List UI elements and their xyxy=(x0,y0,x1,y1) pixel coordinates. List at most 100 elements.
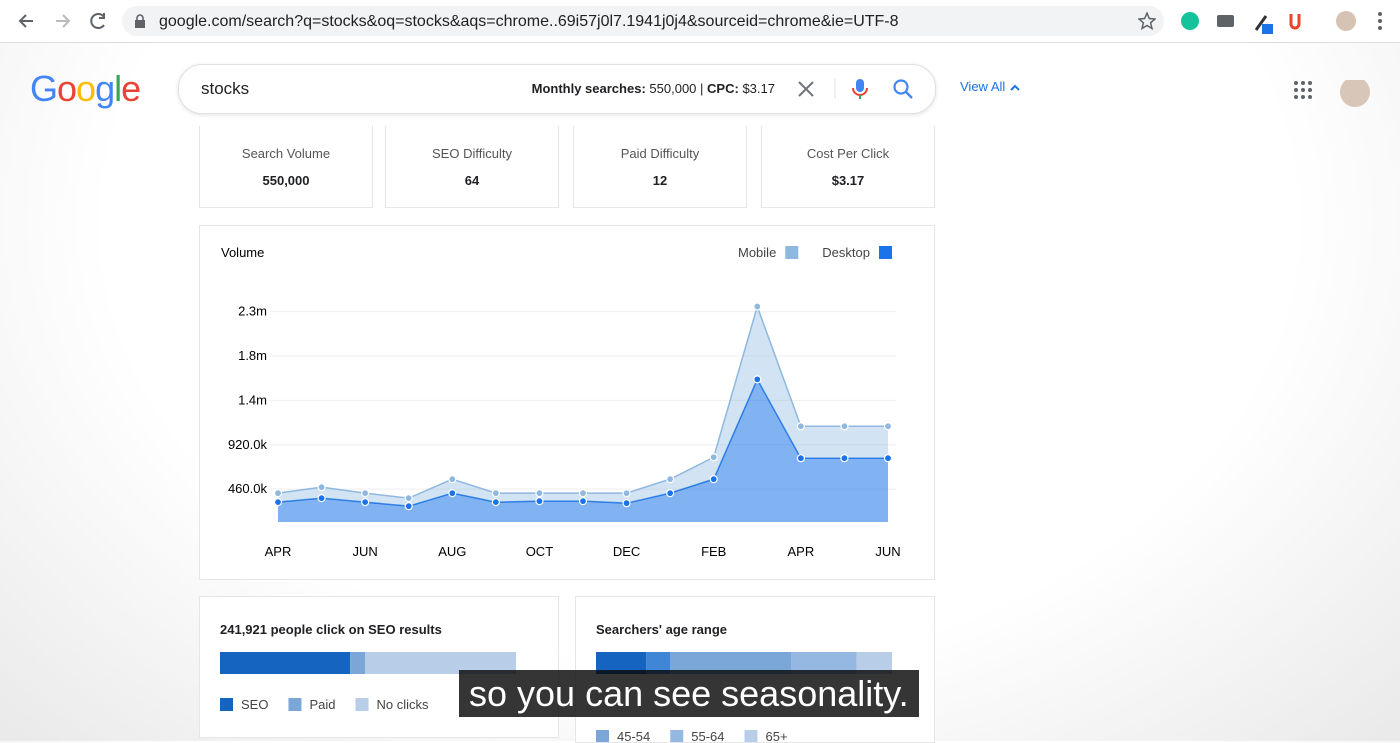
data-point xyxy=(709,453,718,462)
clear-button[interactable] xyxy=(798,81,814,97)
cpc-label: CPC: xyxy=(707,81,739,96)
data-point xyxy=(404,494,413,503)
area xyxy=(278,379,888,522)
monthly-value: 550,000 xyxy=(649,81,697,96)
bar-segment xyxy=(220,652,351,674)
monthly-label: Monthly searches: xyxy=(531,81,646,96)
data-point xyxy=(840,454,849,463)
legend-swatch xyxy=(744,730,758,742)
x-tick-label: FEB xyxy=(701,544,726,559)
x-tick-label: APR xyxy=(265,544,292,559)
search-box[interactable]: stocks Monthly searches: 550,000 | CPC: … xyxy=(178,64,936,114)
legend-swatch xyxy=(596,730,609,742)
data-point xyxy=(273,498,283,507)
search-button[interactable] xyxy=(893,79,913,99)
ublock-icon[interactable] xyxy=(1289,14,1301,30)
data-point xyxy=(840,422,849,431)
bar-segment xyxy=(791,652,857,674)
nav-buttons xyxy=(18,13,105,29)
cpc-value: $3.17 xyxy=(742,81,775,96)
metric-card: SEO Difficulty 64 xyxy=(385,126,559,208)
video-caption: so you can see seasonality. xyxy=(459,670,919,717)
profile-avatar[interactable] xyxy=(1336,11,1356,31)
back-button[interactable] xyxy=(18,14,33,28)
y-tick-label: 1.8m xyxy=(238,348,267,363)
data-point xyxy=(535,489,544,498)
bar-segment xyxy=(646,652,670,674)
data-point xyxy=(491,489,500,498)
data-point xyxy=(317,483,326,492)
age-card: Searchers' age range 45-54 55-64 65+ xyxy=(575,596,935,743)
volume-card: Volume 460.0k 920.0k 1.4m 1.8m 2.3m APR JUN AUG… xyxy=(199,225,935,580)
chevron-up xyxy=(1010,84,1020,91)
y-tick-label: 1.4m xyxy=(238,392,267,407)
metric-label: SEO Difficulty xyxy=(432,146,512,161)
menu-dot[interactable] xyxy=(1378,12,1382,16)
bar-segment xyxy=(670,652,792,674)
extensions xyxy=(1181,11,1382,34)
legend-label: 55-64 xyxy=(691,729,724,742)
grammarly-icon[interactable] xyxy=(1181,12,1199,30)
google-logo[interactable]: Google xyxy=(30,68,141,109)
data-point xyxy=(578,497,588,506)
menu-dot[interactable] xyxy=(1378,19,1382,23)
metric-value: $3.17 xyxy=(831,173,865,188)
voice-search[interactable] xyxy=(852,79,868,99)
forward-button[interactable] xyxy=(56,14,71,28)
account-avatar[interactable] xyxy=(1340,80,1370,107)
seo-bar: SEO Paid No clicks xyxy=(220,652,516,712)
data-point xyxy=(883,422,893,431)
data-point xyxy=(491,498,500,507)
data-point xyxy=(622,499,631,508)
data-point xyxy=(361,498,370,507)
bookmark-star[interactable] xyxy=(1138,12,1156,30)
menu-dot[interactable] xyxy=(1378,26,1382,30)
camera-icon[interactable] xyxy=(1217,15,1234,27)
data-point xyxy=(448,475,457,484)
bar-segment xyxy=(856,652,892,674)
browser-toolbar: google.com/search?q=stocks&oq=stocks&aqs… xyxy=(0,0,1400,43)
y-tick-label: 460.0k xyxy=(228,481,268,496)
data-point xyxy=(666,475,675,484)
badge xyxy=(1262,24,1273,34)
keyword-meta: Monthly searches: 550,000 | CPC: $3.17 xyxy=(532,81,775,96)
metric-value: 12 xyxy=(652,173,668,188)
legend-swatch xyxy=(785,246,799,259)
address-bar[interactable]: google.com/search?q=stocks&oq=stocks&aqs… xyxy=(122,6,1164,36)
legend-label: Mobile xyxy=(738,245,776,260)
metric-card: Search Volume 550,000 xyxy=(199,126,373,208)
data-point xyxy=(404,502,413,511)
legend-label: Desktop xyxy=(822,245,870,260)
data-point xyxy=(361,489,370,498)
legend-swatch xyxy=(670,730,684,742)
legend-label: No clicks xyxy=(377,697,430,712)
data-point xyxy=(535,497,544,506)
reload-button[interactable] xyxy=(90,13,105,29)
metric-label: Cost Per Click xyxy=(806,146,890,161)
x-tick-label: OCT xyxy=(526,544,554,559)
data-point xyxy=(796,422,805,431)
pen-icon[interactable] xyxy=(1254,15,1268,31)
legend-label: 45-54 xyxy=(617,729,650,742)
apps-grid[interactable] xyxy=(1294,81,1312,99)
bar-segment xyxy=(596,652,647,674)
bar-segment xyxy=(350,652,366,674)
search-query[interactable]: stocks xyxy=(201,79,250,98)
data-point xyxy=(273,489,283,498)
chart-title: Volume xyxy=(221,245,264,260)
legend-label: 65+ xyxy=(766,729,788,742)
data-point xyxy=(317,494,326,503)
metric-card: Cost Per Click $3.17 xyxy=(761,126,935,208)
metric-value: 64 xyxy=(464,173,480,188)
y-tick-label: 2.3m xyxy=(238,304,267,319)
legend-swatch xyxy=(879,246,892,259)
data-point xyxy=(753,375,762,384)
data-point xyxy=(883,454,893,463)
y-tick-label: 920.0k xyxy=(228,437,268,452)
data-point xyxy=(448,489,457,498)
metric-value: 550,000 xyxy=(262,173,310,188)
view-all-link[interactable]: View All xyxy=(960,79,1021,94)
age-bar: 45-54 55-64 65+ xyxy=(596,652,892,742)
separator: | xyxy=(700,81,704,96)
